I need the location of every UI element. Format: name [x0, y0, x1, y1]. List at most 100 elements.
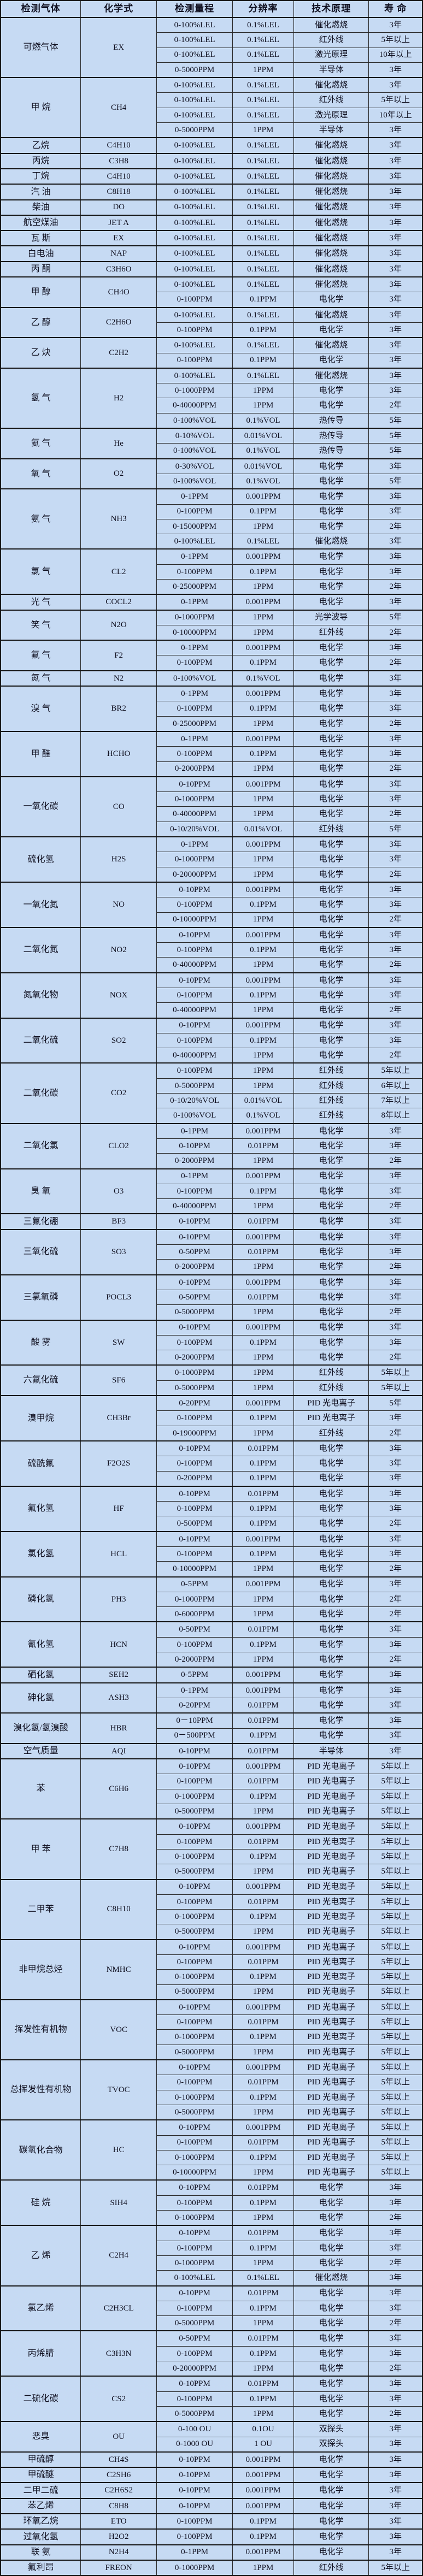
table-row: 0-100PPM 0.1PPM 电化学 3年 [1, 987, 423, 1003]
range-cell: 0-10PPM [156, 972, 233, 988]
lifespan-cell: 2年 [368, 655, 423, 671]
principle-cell: 电化学 [293, 1017, 369, 1033]
lifespan-cell: 3年 [368, 352, 423, 369]
table-row: 苯乙烯 C8H8 0-10PPM 0.001PPM 电化学 3年 [0, 2497, 423, 2514]
table-row: 0-2000PPM 1PPM 电化学 2年 [1, 1259, 423, 1275]
table-row: 二氧化碳 CO2 0-100PPM 1PPM 红外线 5年以上 [0, 1062, 423, 1124]
table-row: 丙烷 C3H8 0-100%LEL 0.1%LEL 催化燃烧 3年 [0, 152, 423, 169]
table-row: 二氧化氯 CLO2 0-1PPM 0.001PPM 电化学 3年 [0, 1122, 423, 1169]
principle-cell: PID 光电离子 [293, 1788, 369, 1805]
lifespan-cell: 3年 [368, 926, 423, 943]
range-cell: 0-10PPM [156, 881, 233, 898]
table-header-row: 检测气体 化学式 检测量程 分辨率 技术原理 寿 命 [0, 0, 423, 18]
formula-cell: SO3 [80, 1228, 157, 1275]
lifespan-cell: 5年 [368, 428, 423, 444]
resolution-cell: 0.1%VOL [232, 473, 295, 489]
lifespan-cell: 5年以上 [368, 1364, 423, 1381]
resolution-cell: 0.001PPM [232, 2467, 295, 2483]
formula-cell: HCHO [80, 730, 157, 777]
gas-name-cell: 乙 醇 [0, 306, 81, 338]
lifespan-cell: 3年 [368, 2225, 423, 2241]
principle-cell: 电化学 [293, 897, 369, 913]
table-row: 0-100PPM 0.1PPM 电化学 3年 [1, 504, 423, 519]
table-row: 可燃气体 EX 0-100%LEL 0.1%LEL 催化燃烧 3年 [0, 16, 423, 78]
resolution-cell: 0.001PPM [232, 881, 295, 898]
range-cell: 0-100PPM [156, 2300, 233, 2317]
resolution-cell: 0.01%VOL [232, 821, 295, 837]
gas-name-cell: 柴油 [0, 199, 81, 216]
resolution-cell: 0.1PPM [232, 1848, 295, 1865]
table-row: 溴 气 BR2 0-1PPM 0.001PPM 电化学 3年 [0, 686, 423, 732]
table-row: 联 氨 N2H4 0-1PPM 0.001PPM 电化学 3年 [0, 2544, 423, 2561]
table-row: 0-100%LEL 0.1%LEL 激光原理 10年以上 [1, 107, 423, 123]
resolution-cell: 0.01PPM [232, 1440, 295, 1457]
range-cell: 0-10/20%VOL [156, 821, 233, 837]
principle-cell: 催化燃烧 [293, 214, 369, 231]
lifespan-cell: 3年 [368, 2270, 423, 2287]
resolution-cell: 0.001PPM [232, 1017, 295, 1033]
principle-cell: 电化学 [293, 866, 369, 883]
lifespan-cell: 5年以上 [368, 2089, 423, 2105]
range-cell: 0-10PPM [156, 1758, 233, 1775]
resolution-cell: 1PPM [232, 2315, 295, 2331]
principle-cell: 激光原理 [293, 47, 369, 63]
range-cell: 0-100%LEL [156, 337, 233, 353]
table-row: 柴油 DO 0-100%LEL 0.1%LEL 催化燃烧 3年 [0, 199, 423, 216]
formula-cell: H2O2 [80, 2528, 157, 2545]
lifespan-cell: 3年 [368, 261, 423, 277]
formula-cell: C2H3CL [80, 2285, 157, 2331]
range-cell: 0-100PPM [156, 504, 233, 519]
principle-cell: PID 光电离子 [293, 2119, 369, 2136]
range-cell: 0-5PPM [156, 1576, 233, 1592]
table-row: 0-10000PPM 1PPM 电化学 2年 [1, 1561, 423, 1577]
resolution-cell: 0.001PPM [232, 2482, 295, 2499]
column-header-range: 检测量程 [156, 0, 233, 18]
range-cell: 0-100PPM [156, 1546, 233, 1562]
resolution-cell: 0.1%LEL [232, 367, 295, 384]
formula-cell: NOX [80, 972, 157, 1019]
lifespan-cell: 3年 [368, 2451, 423, 2468]
gas-name-cell: 瓦 斯 [0, 230, 81, 246]
lifespan-cell: 2年 [368, 518, 423, 535]
table-row: 0-100PPM 0.01PPM PID 光电离子 5年以上 [1, 1834, 423, 1850]
range-cell: 0-2000PPM [156, 1350, 233, 1366]
lifespan-cell: 8年以上 [368, 1108, 423, 1124]
range-cell: 0-1000PPM [156, 1591, 233, 1608]
table-row: 氢 气 H2 0-100%LEL 0.1%LEL 催化燃烧 3年 [0, 367, 423, 429]
lifespan-cell: 5年以上 [368, 1818, 423, 1835]
formula-cell: C3H6O [80, 261, 157, 277]
range-cell: 0-25000PPM [156, 578, 233, 595]
lifespan-cell: 5年以上 [368, 2135, 423, 2150]
lifespan-cell: 5年以上 [368, 1848, 423, 1865]
range-cell: 0-1000PPM [156, 383, 233, 399]
column-header-principle: 技术原理 [293, 0, 369, 18]
resolution-cell: 0.1%LEL [232, 184, 295, 200]
gas-name-cell: 二硫化碳 [0, 2376, 81, 2422]
range-cell: 0-5000PPM [156, 1984, 233, 2000]
principle-cell: 电化学 [293, 2210, 369, 2226]
table-row: 0-50PPM 0.01PPM 电化学 3年 [1, 1244, 423, 1260]
lifespan-cell: 3年 [368, 276, 423, 293]
lifespan-cell: 5年以上 [368, 1758, 423, 1775]
principle-cell: PID 光电离子 [293, 1924, 369, 1940]
lifespan-cell: 3年 [368, 2544, 423, 2561]
lifespan-cell: 3年 [368, 17, 423, 33]
range-cell: 0-1000PPM [156, 609, 233, 625]
table-row: 0-100PPM 0.1PPM 电化学 3年 [1, 564, 423, 580]
resolution-cell: 1PPM [232, 761, 295, 777]
resolution-cell: 0.1PPM [232, 2240, 295, 2256]
resolution-cell: 1PPM [232, 1304, 295, 1321]
lifespan-cell: 5年 [368, 473, 423, 489]
formula-cell: ETO [80, 2513, 157, 2530]
formula-cell: He [80, 428, 157, 459]
principle-cell: 电化学 [293, 2300, 369, 2317]
resolution-cell: 0.001PPM [232, 1682, 295, 1698]
range-cell: 0-100PPM [156, 352, 233, 369]
range-cell: 0-100%LEL [156, 137, 233, 154]
range-cell: 0-1000PPM [156, 2149, 233, 2166]
table-row: 乙 醇 C2H6O 0-100%LEL 0.1%LEL 催化燃烧 3年 [0, 306, 423, 338]
gas-name-cell: 硒化氢 [0, 1667, 81, 1683]
table-row: 甲 醇 CH4O 0-100%LEL 0.1%LEL 催化燃烧 3年 [0, 276, 423, 308]
resolution-cell: 0.01PPM [232, 2225, 295, 2241]
resolution-cell: 0.1%LEL [232, 261, 295, 277]
